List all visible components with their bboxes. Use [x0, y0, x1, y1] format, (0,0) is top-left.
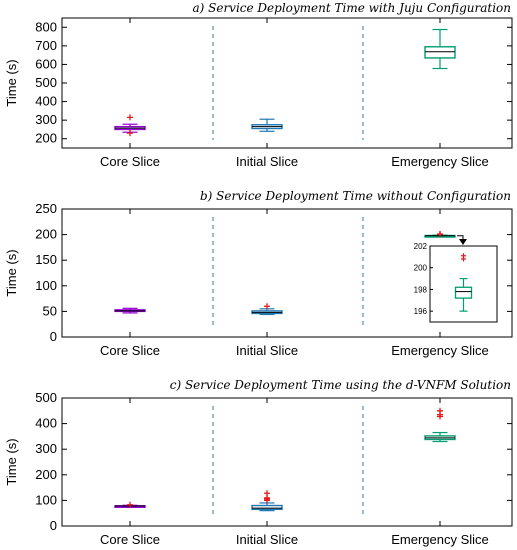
y-tick-label: 500: [35, 75, 57, 90]
outlier-point: [437, 231, 443, 238]
box-iqr: [424, 46, 456, 59]
y-tick-label: 200: [35, 131, 57, 146]
zoom-arrow-line: [457, 235, 464, 240]
category-label: Core Slice: [100, 532, 160, 547]
box-initial-slice: [251, 490, 283, 512]
category-label: Core Slice: [100, 154, 160, 169]
y-tick-label: 100: [35, 492, 57, 507]
outlier-point: [264, 490, 270, 497]
panel-1: a) Service Deployment Time with Juju Con…: [4, 1, 513, 169]
inset-tick-label: 196: [414, 307, 428, 316]
plot-frame: [61, 397, 513, 527]
plot-frame: [61, 208, 513, 338]
y-tick-label: 700: [35, 38, 57, 53]
zoom-arrow-head: [459, 239, 467, 245]
outlier-point: [127, 114, 133, 121]
y-tick-label: 600: [35, 56, 57, 71]
box-emergency-slice: [424, 28, 456, 70]
y-tick-label: 300: [35, 112, 57, 127]
category-label: Emergency Slice: [391, 532, 489, 547]
y-axis-label: Time (s): [4, 59, 19, 106]
category-label: Initial Slice: [236, 154, 298, 169]
box-iqr: [251, 504, 283, 511]
y-tick-label: 0: [50, 518, 57, 533]
inset-zoom: 196 198 200 202: [414, 235, 498, 323]
y-tick-label: 300: [35, 441, 57, 456]
box-initial-slice: [251, 118, 283, 132]
box-core-slice: [114, 501, 146, 508]
box-core-slice: [114, 114, 146, 137]
box-emergency-slice: [424, 407, 456, 443]
category-label: Emergency Slice: [391, 343, 489, 358]
box-core-slice: [114, 307, 146, 314]
y-tick-label: 150: [35, 252, 57, 267]
chart-title: c) Service Deployment Time using the d-V…: [170, 378, 511, 392]
y-tick-label: 400: [35, 94, 57, 109]
chart-title: a) Service Deployment Time with Juju Con…: [192, 1, 511, 15]
y-axis-label: Time (s): [4, 249, 19, 296]
inset-outlier: [461, 253, 466, 259]
y-tick-label: 800: [35, 19, 57, 34]
y-tick-label: 100: [35, 278, 57, 293]
inset-box: [454, 286, 473, 299]
outlier-point: [127, 501, 133, 508]
y-tick-label: 400: [35, 416, 57, 431]
box-initial-slice: [251, 303, 283, 316]
inset-tick-label: 198: [414, 285, 428, 294]
y-tick-label: 200: [35, 227, 57, 242]
y-tick-label: 500: [35, 390, 57, 405]
category-label: Initial Slice: [236, 343, 298, 358]
inset-tick-label: 202: [414, 242, 428, 251]
panel-3: c) Service Deployment Time using the d-V…: [4, 378, 513, 547]
y-tick-label: 0: [50, 329, 57, 344]
y-tick-label: 50: [43, 303, 57, 318]
y-tick-label: 250: [35, 201, 57, 216]
outlier-point: [437, 407, 443, 414]
category-label: Initial Slice: [236, 532, 298, 547]
y-tick-label: 200: [35, 467, 57, 482]
panel-2: b) Service Deployment Time without Confi…: [4, 189, 513, 358]
box-emergency-slice: [424, 231, 456, 238]
inset-tick-label: 200: [414, 264, 428, 273]
outlier-point: [127, 130, 133, 137]
y-axis-label: Time (s): [4, 438, 19, 485]
outlier-point: [264, 303, 270, 310]
category-label: Core Slice: [100, 343, 160, 358]
chart-title: b) Service Deployment Time without Confi…: [200, 189, 511, 203]
category-label: Emergency Slice: [391, 154, 489, 169]
